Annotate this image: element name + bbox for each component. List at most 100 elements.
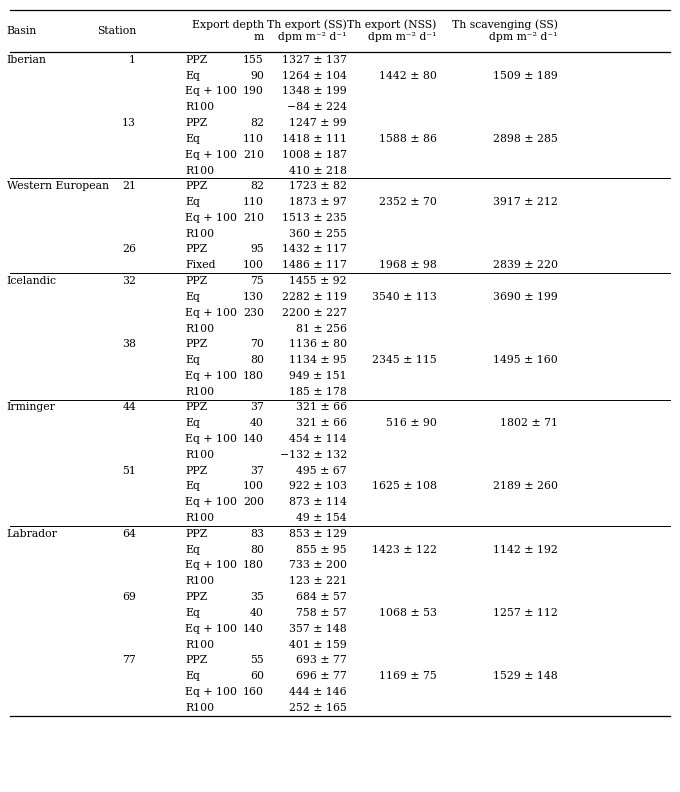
Text: 410 ± 218: 410 ± 218 — [289, 166, 347, 176]
Text: Eq + 100: Eq + 100 — [185, 86, 237, 97]
Text: 1723 ± 82: 1723 ± 82 — [289, 181, 347, 192]
Text: Eq + 100: Eq + 100 — [185, 497, 237, 508]
Text: Eq + 100: Eq + 100 — [185, 150, 237, 160]
Text: Th export (SS)
dpm m⁻² d⁻¹: Th export (SS) dpm m⁻² d⁻¹ — [267, 20, 347, 42]
Text: 70: 70 — [250, 339, 264, 349]
Text: 1625 ± 108: 1625 ± 108 — [371, 482, 437, 492]
Text: 130: 130 — [243, 292, 264, 302]
Text: PPZ: PPZ — [185, 466, 207, 476]
Text: 80: 80 — [250, 355, 264, 365]
Text: 922 ± 103: 922 ± 103 — [289, 482, 347, 492]
Text: 82: 82 — [250, 118, 264, 128]
Text: Irminger: Irminger — [7, 402, 56, 413]
Text: 2189 ± 260: 2189 ± 260 — [492, 482, 558, 492]
Text: 684 ± 57: 684 ± 57 — [296, 592, 347, 602]
Text: 3540 ± 113: 3540 ± 113 — [372, 292, 437, 302]
Text: 140: 140 — [243, 623, 264, 634]
Text: 180: 180 — [243, 371, 264, 381]
Text: PPZ: PPZ — [185, 245, 207, 254]
Text: Fixed: Fixed — [185, 261, 216, 270]
Text: 140: 140 — [243, 434, 264, 444]
Text: 444 ± 146: 444 ± 146 — [289, 687, 347, 697]
Text: 321 ± 66: 321 ± 66 — [296, 402, 347, 413]
Text: 110: 110 — [243, 134, 264, 144]
Text: Eq: Eq — [185, 418, 200, 428]
Text: 155: 155 — [243, 55, 264, 65]
Text: 1134 ± 95: 1134 ± 95 — [289, 355, 347, 365]
Text: Eq + 100: Eq + 100 — [185, 213, 237, 223]
Text: 321 ± 66: 321 ± 66 — [296, 418, 347, 428]
Text: Eq: Eq — [185, 70, 200, 81]
Text: 75: 75 — [250, 276, 264, 286]
Text: 1247 ± 99: 1247 ± 99 — [289, 118, 347, 128]
Text: 516 ± 90: 516 ± 90 — [386, 418, 437, 428]
Text: PPZ: PPZ — [185, 402, 207, 413]
Text: Labrador: Labrador — [7, 529, 58, 539]
Text: 81 ± 256: 81 ± 256 — [296, 323, 347, 333]
Text: R100: R100 — [185, 323, 214, 333]
Text: 82: 82 — [250, 181, 264, 192]
Text: 32: 32 — [122, 276, 136, 286]
Text: Eq: Eq — [185, 355, 200, 365]
Text: Eq + 100: Eq + 100 — [185, 561, 237, 570]
Text: 1588 ± 86: 1588 ± 86 — [379, 134, 437, 144]
Text: 38: 38 — [122, 339, 136, 349]
Text: Eq: Eq — [185, 134, 200, 144]
Text: 401 ± 159: 401 ± 159 — [289, 639, 347, 649]
Text: 1169 ± 75: 1169 ± 75 — [379, 671, 437, 681]
Text: 80: 80 — [250, 545, 264, 554]
Text: 2898 ± 285: 2898 ± 285 — [493, 134, 558, 144]
Text: Icelandic: Icelandic — [7, 276, 57, 286]
Text: 26: 26 — [122, 245, 136, 254]
Text: 2352 ± 70: 2352 ± 70 — [379, 197, 437, 207]
Text: Eq + 100: Eq + 100 — [185, 371, 237, 381]
Text: 1513 ± 235: 1513 ± 235 — [282, 213, 347, 223]
Text: Western European: Western European — [7, 181, 109, 192]
Text: 1495 ± 160: 1495 ± 160 — [493, 355, 558, 365]
Text: 200: 200 — [243, 497, 264, 508]
Text: 160: 160 — [243, 687, 264, 697]
Text: PPZ: PPZ — [185, 655, 207, 665]
Text: 1348 ± 199: 1348 ± 199 — [282, 86, 347, 97]
Text: 51: 51 — [122, 466, 136, 476]
Text: 1068 ± 53: 1068 ± 53 — [379, 608, 437, 618]
Text: Eq + 100: Eq + 100 — [185, 687, 237, 697]
Text: 60: 60 — [250, 671, 264, 681]
Text: 90: 90 — [250, 70, 264, 81]
Text: 1257 ± 112: 1257 ± 112 — [493, 608, 558, 618]
Text: Eq + 100: Eq + 100 — [185, 434, 237, 444]
Text: 40: 40 — [250, 608, 264, 618]
Text: 40: 40 — [250, 418, 264, 428]
Text: 230: 230 — [243, 308, 264, 318]
Text: R100: R100 — [185, 166, 214, 176]
Text: 37: 37 — [250, 402, 264, 413]
Text: Eq: Eq — [185, 197, 200, 207]
Text: Eq: Eq — [185, 292, 200, 302]
Text: 1442 ± 80: 1442 ± 80 — [379, 70, 437, 81]
Text: R100: R100 — [185, 703, 214, 713]
Text: 1264 ± 104: 1264 ± 104 — [282, 70, 347, 81]
Text: Eq: Eq — [185, 545, 200, 554]
Text: −84 ± 224: −84 ± 224 — [287, 102, 347, 112]
Text: Basin: Basin — [7, 26, 37, 36]
Text: 1509 ± 189: 1509 ± 189 — [493, 70, 558, 81]
Text: 185 ± 178: 185 ± 178 — [289, 386, 347, 397]
Text: 83: 83 — [250, 529, 264, 539]
Text: 123 ± 221: 123 ± 221 — [289, 577, 347, 586]
Text: 2200 ± 227: 2200 ± 227 — [282, 308, 347, 318]
Text: 13: 13 — [122, 118, 136, 128]
Text: 3690 ± 199: 3690 ± 199 — [493, 292, 558, 302]
Text: 49 ± 154: 49 ± 154 — [296, 513, 347, 523]
Text: 733 ± 200: 733 ± 200 — [289, 561, 347, 570]
Text: 100: 100 — [243, 482, 264, 492]
Text: 949 ± 151: 949 ± 151 — [289, 371, 347, 381]
Text: 2839 ± 220: 2839 ± 220 — [492, 261, 558, 270]
Text: PPZ: PPZ — [185, 339, 207, 349]
Text: 1142 ± 192: 1142 ± 192 — [493, 545, 558, 554]
Text: R100: R100 — [185, 450, 214, 460]
Text: 1968 ± 98: 1968 ± 98 — [379, 261, 437, 270]
Text: PPZ: PPZ — [185, 529, 207, 539]
Text: 37: 37 — [250, 466, 264, 476]
Text: 69: 69 — [122, 592, 136, 602]
Text: PPZ: PPZ — [185, 276, 207, 286]
